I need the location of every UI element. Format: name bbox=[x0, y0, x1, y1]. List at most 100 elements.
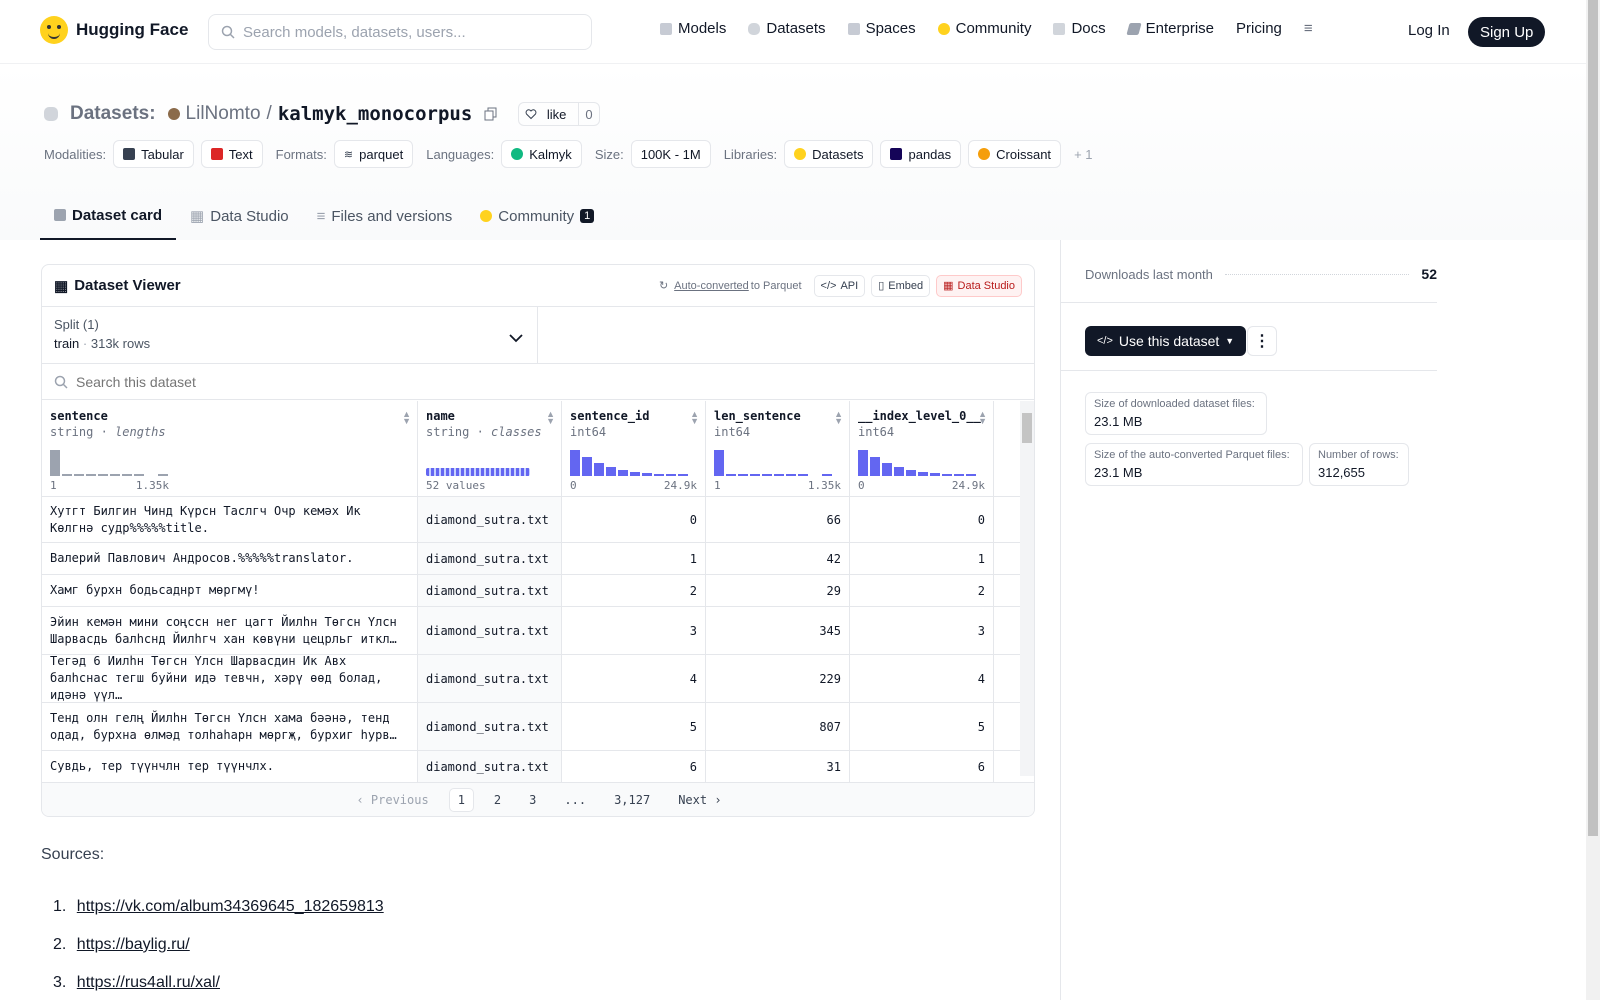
histogram-bar[interactable] bbox=[74, 474, 84, 476]
cell-index[interactable]: 3 bbox=[850, 607, 994, 654]
histogram-bar[interactable] bbox=[774, 474, 784, 476]
cell-len-sentence[interactable]: 229 bbox=[706, 655, 850, 702]
histogram-bar[interactable] bbox=[582, 457, 592, 476]
histogram-bar[interactable] bbox=[714, 450, 724, 476]
like-button[interactable]: like 0 bbox=[518, 102, 600, 126]
nav-docs[interactable]: Docs bbox=[1053, 20, 1106, 37]
histogram-bar[interactable] bbox=[594, 463, 604, 476]
cell-sentence[interactable]: Сувдь, тер түүнчлн тер түүнчлх. bbox=[42, 751, 418, 782]
histogram-bar[interactable] bbox=[798, 474, 808, 476]
histogram-bar[interactable] bbox=[618, 470, 628, 476]
histogram-bar[interactable] bbox=[122, 474, 132, 476]
next-page-button[interactable]: Next › bbox=[678, 792, 722, 807]
tag-kalmyk[interactable]: Kalmyk bbox=[501, 140, 582, 168]
tag-tabular[interactable]: Tabular bbox=[113, 140, 194, 168]
sort-icon[interactable]: ▲ ▼ bbox=[834, 409, 843, 426]
histogram-bar[interactable] bbox=[822, 474, 832, 476]
page-last[interactable]: 3,127 bbox=[614, 792, 651, 807]
sort-icon[interactable]: ▲ ▼ bbox=[690, 409, 699, 426]
cell-name[interactable]: diamond_sutra.txt bbox=[418, 543, 562, 574]
login-link[interactable]: Log In bbox=[1408, 22, 1450, 39]
cell-len-sentence[interactable]: 29 bbox=[706, 575, 850, 606]
histogram-bar[interactable] bbox=[786, 474, 796, 476]
column-sentence[interactable]: sentence string · lengths ▲ ▼ 1 1.35k bbox=[42, 401, 418, 496]
dataset-search[interactable] bbox=[42, 364, 1034, 400]
histogram-bar[interactable] bbox=[750, 474, 760, 476]
histogram-bar[interactable] bbox=[678, 474, 688, 476]
page-3[interactable]: 3 bbox=[529, 792, 537, 807]
cell-sentence[interactable]: Валерий Павлович Андросов.%%%%%translato… bbox=[42, 543, 418, 574]
histogram-bar[interactable] bbox=[158, 474, 168, 476]
cell-len-sentence[interactable]: 345 bbox=[706, 607, 850, 654]
cell-sentence-id[interactable]: 5 bbox=[562, 703, 706, 750]
histogram-bar[interactable] bbox=[738, 474, 748, 476]
source-link[interactable]: https://baylig.ru/ bbox=[76, 936, 190, 953]
auto-converted-link[interactable]: Auto-converted bbox=[674, 279, 749, 292]
histogram-bar[interactable] bbox=[86, 474, 96, 476]
sort-icon[interactable]: ▲ ▼ bbox=[402, 409, 411, 426]
histogram-bar[interactable] bbox=[654, 473, 664, 476]
nav-pricing[interactable]: Pricing bbox=[1236, 20, 1282, 37]
histogram-bar[interactable] bbox=[858, 450, 868, 476]
tag-croissant[interactable]: Croissant bbox=[968, 140, 1062, 168]
brand-logo[interactable]: Hugging Face bbox=[40, 16, 188, 44]
tag-text[interactable]: Text bbox=[200, 140, 263, 168]
cell-index[interactable]: 1 bbox=[850, 543, 994, 574]
sort-icon[interactable]: ▲ ▼ bbox=[978, 409, 987, 426]
column-sentence-id[interactable]: sentence_id int64 ▲ ▼ 0 24.9k bbox=[562, 401, 706, 496]
cell-name[interactable]: diamond_sutra.txt bbox=[418, 751, 562, 782]
cell-name[interactable]: diamond_sutra.txt bbox=[418, 655, 562, 702]
cell-sentence-id[interactable]: 1 bbox=[562, 543, 706, 574]
histogram-bar[interactable] bbox=[666, 474, 676, 476]
cell-sentence[interactable]: Хамг бурхн бодьсаднрт мөргмү! bbox=[42, 575, 418, 606]
nav-models[interactable]: Models bbox=[660, 20, 726, 37]
global-search[interactable] bbox=[208, 14, 592, 50]
cell-index[interactable]: 0 bbox=[850, 497, 994, 542]
histogram-bar[interactable] bbox=[62, 474, 72, 476]
histogram-bar[interactable] bbox=[882, 463, 892, 476]
cell-index[interactable]: 5 bbox=[850, 703, 994, 750]
table-row[interactable]: Тегәд 6 Йилһн Төгсн Үлсн Шарвасдин Ик Ав… bbox=[42, 655, 1022, 703]
cell-len-sentence[interactable]: 31 bbox=[706, 751, 850, 782]
nav-datasets[interactable]: Datasets bbox=[748, 20, 826, 37]
table-row[interactable]: Сувдь, тер түүнчлн тер түүнчлх. diamond_s… bbox=[42, 751, 1022, 783]
table-row[interactable]: Эйин кемән мини соңссн нег цагт Йилһн Тө… bbox=[42, 607, 1022, 655]
cell-sentence-id[interactable]: 0 bbox=[562, 497, 706, 542]
cell-sentence-id[interactable]: 2 bbox=[562, 575, 706, 606]
page-scrollbar[interactable] bbox=[1586, 0, 1600, 1000]
more-options-button[interactable]: ⋮ bbox=[1247, 326, 1277, 356]
prev-page-button[interactable]: ‹ Previous bbox=[356, 792, 429, 807]
cell-sentence-id[interactable]: 4 bbox=[562, 655, 706, 702]
cell-sentence[interactable]: Тенд олн гелң Йилһн Төгсн Үлсн хама бәән… bbox=[42, 703, 418, 750]
cell-sentence-id[interactable]: 6 bbox=[562, 751, 706, 782]
owner-link[interactable]: LilNomto bbox=[185, 103, 261, 124]
histogram-bar[interactable] bbox=[894, 466, 904, 476]
table-row[interactable]: Тенд олн гелң Йилһн Төгсн Үлсн хама бәән… bbox=[42, 703, 1022, 751]
tab-files[interactable]: ≡ Files and versions bbox=[303, 192, 467, 240]
repo-name[interactable]: kalmyk_monocorpus bbox=[277, 103, 473, 125]
histogram-bar[interactable] bbox=[98, 474, 108, 476]
nav-spaces[interactable]: Spaces bbox=[847, 20, 916, 37]
cell-sentence[interactable]: Тегәд 6 Йилһн Төгсн Үлсн Шарвасдин Ик Ав… bbox=[42, 655, 418, 702]
histogram-bar[interactable] bbox=[942, 473, 952, 476]
global-search-input[interactable] bbox=[243, 23, 573, 41]
tag-pandas[interactable]: pandas bbox=[880, 140, 962, 168]
column-name-col[interactable]: name string · classes ▲ ▼ 52 values bbox=[418, 401, 562, 496]
histogram-bar[interactable] bbox=[570, 450, 580, 476]
signup-button[interactable]: Sign Up bbox=[1468, 17, 1546, 47]
histogram-bar[interactable] bbox=[630, 472, 640, 476]
histogram-bar[interactable] bbox=[642, 473, 652, 476]
cell-index[interactable]: 6 bbox=[850, 751, 994, 782]
cell-index[interactable]: 4 bbox=[850, 655, 994, 702]
copy-icon[interactable] bbox=[484, 107, 498, 121]
scroll-thumb[interactable] bbox=[1022, 413, 1032, 443]
source-link[interactable]: https://vk.com/album34369645_182659813 bbox=[76, 898, 384, 915]
histogram-bar[interactable] bbox=[726, 474, 736, 476]
nav-community[interactable]: Community bbox=[937, 20, 1031, 37]
histogram-bar[interactable] bbox=[762, 474, 772, 476]
table-row[interactable]: Хамг бурхн бодьсаднрт мөргмү! diamond_sut… bbox=[42, 575, 1022, 607]
cell-name[interactable]: diamond_sutra.txt bbox=[418, 497, 562, 542]
cell-len-sentence[interactable]: 42 bbox=[706, 543, 850, 574]
tab-community[interactable]: Community 1 bbox=[466, 192, 608, 240]
page-2[interactable]: 2 bbox=[493, 792, 502, 807]
